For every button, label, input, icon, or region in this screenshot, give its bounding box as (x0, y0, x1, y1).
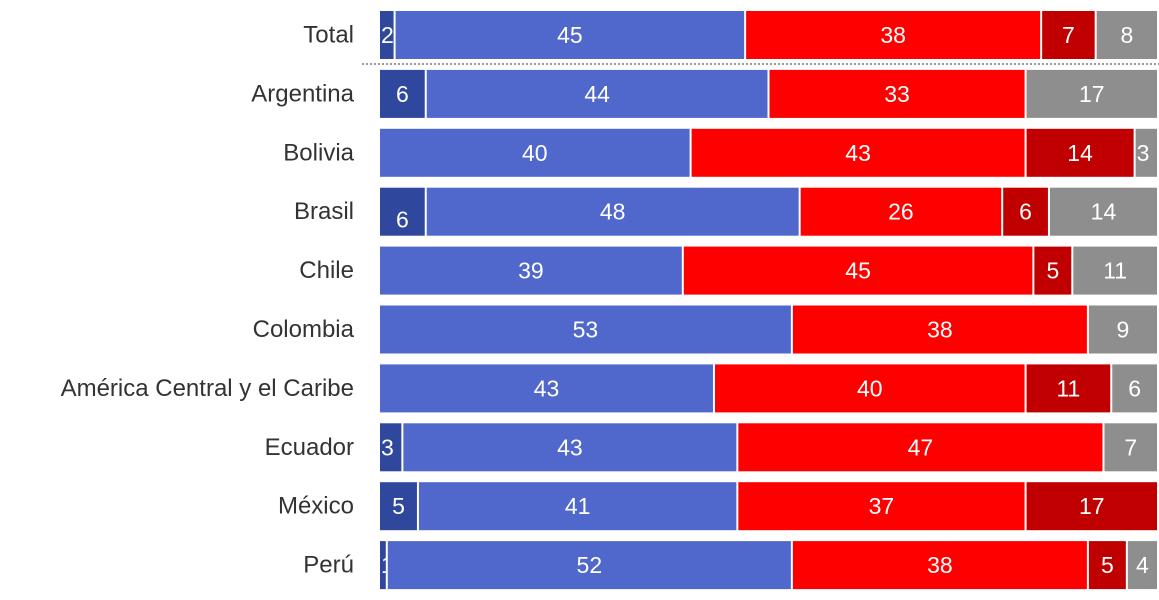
value-label-colombia-series-2: 53 (573, 317, 599, 343)
bar-argentina-series-5 (1026, 69, 1157, 118)
bar-bolivia-series-3 (691, 128, 1025, 177)
category-label-brasil: Brasil (294, 198, 354, 225)
value-label-bolivia-series-5: 3 (1137, 140, 1150, 166)
value-label-america-central-y-el-caribe-series-4: 11 (1056, 375, 1080, 401)
bar-total-series-5 (1096, 11, 1157, 59)
bar-ecuador-series-3 (738, 423, 1103, 472)
bar-total-series-1 (380, 11, 394, 59)
value-label-peru-series-5: 4 (1136, 552, 1149, 578)
category-label-total: Total (303, 22, 354, 49)
value-label-chile-series-5: 11 (1103, 258, 1127, 284)
value-label-argentina-series-5: 17 (1079, 81, 1105, 107)
value-label-argentina-series-2: 44 (584, 81, 610, 107)
category-label-america-central-y-el-caribe: América Central y el Caribe (61, 375, 354, 402)
value-label-brasil-series-2: 48 (600, 199, 626, 225)
bar-colombia-series-5 (1088, 305, 1157, 354)
bar-total-series-3 (746, 11, 1041, 59)
value-label-ecuador-series-5: 7 (1124, 434, 1137, 460)
value-label-peru-series-3: 38 (927, 552, 953, 578)
value-label-colombia-series-5: 9 (1117, 317, 1130, 343)
category-label-ecuador: Ecuador (265, 434, 354, 461)
value-label-ecuador-series-3: 47 (908, 434, 934, 460)
bar-peru-series-3 (792, 541, 1087, 590)
bar-brasil-series-4 (1003, 187, 1048, 236)
bar-bolivia-series-5 (1135, 128, 1157, 177)
bar-america-central-y-el-caribe-series-4 (1026, 364, 1111, 413)
value-label-bolivia-series-4: 14 (1067, 140, 1093, 166)
bar-mexico-series-3 (738, 482, 1025, 531)
bar-colombia-series-3 (792, 305, 1087, 354)
value-label-brasil-series-4: 6 (1019, 199, 1032, 225)
value-label-brasil-series-3: 26 (888, 199, 914, 225)
bar-america-central-y-el-caribe-series-5 (1112, 364, 1157, 413)
value-label-total-series-1: 2 (381, 22, 394, 48)
bar-brasil-series-5 (1049, 187, 1157, 236)
value-label-america-central-y-el-caribe-series-5: 6 (1128, 375, 1141, 401)
value-label-bolivia-series-3: 43 (845, 140, 871, 166)
bar-chile-series-2 (380, 246, 682, 295)
value-label-chile-series-3: 45 (845, 258, 871, 284)
bar-argentina-series-1 (380, 69, 425, 118)
bar-america-central-y-el-caribe-series-3 (714, 364, 1025, 413)
value-label-total-series-4: 7 (1062, 22, 1075, 48)
value-label-peru-series-2: 52 (577, 552, 603, 578)
bar-bolivia-series-4 (1026, 128, 1134, 177)
bar-chile-series-3 (683, 246, 1033, 295)
value-label-brasil-series-1: 6 (396, 207, 409, 233)
bar-bolivia-series-2 (380, 128, 690, 177)
bar-mexico-series-4 (1026, 482, 1157, 531)
bar-brasil-series-3 (800, 187, 1002, 236)
value-label-total-series-3: 38 (880, 22, 906, 48)
value-label-peru-series-4: 5 (1101, 552, 1114, 578)
bar-peru-series-4 (1088, 541, 1126, 590)
bar-brasil-series-1 (380, 187, 425, 236)
bar-mexico-series-2 (418, 482, 737, 531)
bar-total-series-4 (1042, 11, 1095, 59)
bar-colombia-series-2 (380, 305, 791, 354)
category-label-colombia: Colombia (253, 316, 355, 343)
value-label-chile-series-2: 39 (518, 258, 544, 284)
value-label-ecuador-series-1: 3 (381, 434, 394, 460)
category-labels-layer: Total Argentina Bolivia Brasil Chile Colombia… (61, 22, 355, 579)
value-label-chile-series-4: 5 (1046, 258, 1059, 284)
bar-brasil-series-2 (426, 187, 799, 236)
value-label-mexico-series-4: 17 (1079, 493, 1105, 519)
bar-mexico-series-1 (380, 482, 417, 531)
bar-ecuador-series-5 (1104, 423, 1157, 472)
value-label-america-central-y-el-caribe-series-2: 43 (534, 375, 560, 401)
value-label-colombia-series-3: 38 (927, 317, 953, 343)
bar-peru-series-1 (380, 541, 386, 590)
bar-ecuador-series-1 (380, 423, 402, 472)
bar-argentina-series-2 (426, 69, 768, 118)
value-label-total-series-2: 45 (557, 22, 583, 48)
value-label-mexico-series-3: 37 (869, 493, 895, 519)
category-label-mexico: México (278, 493, 354, 520)
value-label-mexico-series-1: 5 (392, 493, 405, 519)
value-label-bolivia-series-2: 40 (522, 140, 548, 166)
bar-peru-series-2 (387, 541, 791, 590)
value-label-america-central-y-el-caribe-series-3: 40 (857, 375, 883, 401)
category-label-argentina: Argentina (251, 80, 354, 107)
bar-chile-series-4 (1034, 246, 1072, 295)
value-label-ecuador-series-2: 43 (557, 434, 583, 460)
category-label-bolivia: Bolivia (283, 139, 354, 166)
value-label-argentina-series-1: 6 (396, 81, 409, 107)
bar-ecuador-series-2 (403, 423, 737, 472)
bar-chile-series-5 (1073, 246, 1157, 295)
value-label-brasil-series-5: 14 (1091, 199, 1117, 225)
bar-america-central-y-el-caribe-series-2 (380, 364, 713, 413)
bar-total-series-2 (395, 11, 745, 59)
value-label-mexico-series-2: 41 (565, 493, 591, 519)
category-label-chile: Chile (299, 257, 354, 284)
category-label-peru: Perú (303, 552, 354, 579)
value-label-argentina-series-3: 33 (884, 81, 910, 107)
bar-argentina-series-3 (769, 69, 1025, 118)
bar-peru-series-5 (1127, 541, 1157, 590)
value-label-total-series-5: 8 (1120, 22, 1133, 48)
